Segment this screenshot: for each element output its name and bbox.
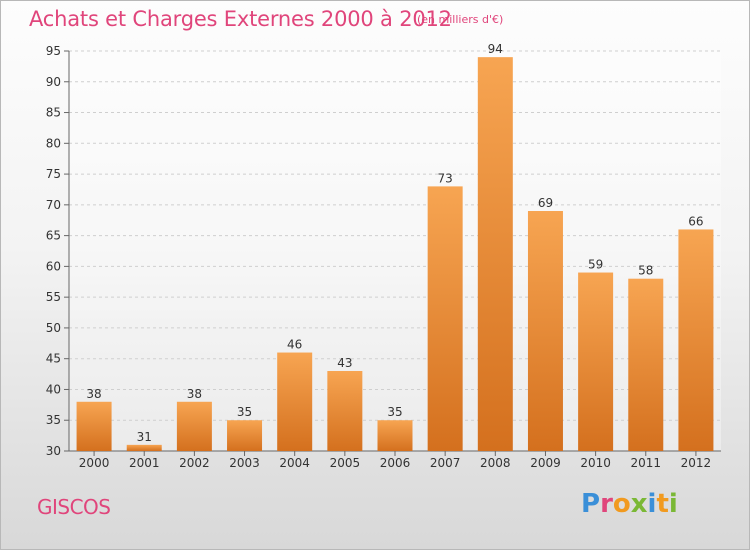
y-tick-label: 85 <box>46 106 61 120</box>
bar-2012 <box>678 229 714 451</box>
plot-area <box>69 51 721 451</box>
proxiti-logo: Proxiti <box>581 489 678 519</box>
y-tick-label: 60 <box>46 259 61 273</box>
y-tick-label: 70 <box>46 198 61 212</box>
y-tick-label: 95 <box>46 44 61 58</box>
y-tick-label: 90 <box>46 75 61 89</box>
x-tick-label-2004: 2004 <box>279 456 310 470</box>
value-label-2007: 73 <box>438 171 453 185</box>
y-tick-label: 40 <box>46 382 61 396</box>
y-tick-label: 30 <box>46 444 61 458</box>
x-tick-label-2002: 2002 <box>179 456 210 470</box>
x-tick-label-2009: 2009 <box>530 456 561 470</box>
value-label-2004: 46 <box>287 338 302 352</box>
bar-2010 <box>578 272 614 451</box>
bar-2008 <box>477 57 513 452</box>
y-tick-label: 65 <box>46 229 61 243</box>
bar-2000 <box>76 401 112 451</box>
logo-letter: o <box>612 489 631 519</box>
y-tick-label: 55 <box>46 290 61 304</box>
value-label-2010: 59 <box>588 258 603 272</box>
value-label-2002: 38 <box>187 387 202 401</box>
logo-letter: i <box>647 489 657 519</box>
bar-2011 <box>628 278 664 451</box>
bar-2009 <box>527 211 563 451</box>
x-tick-label-2012: 2012 <box>681 456 712 470</box>
value-label-2005: 43 <box>337 356 352 370</box>
x-tick-label-2000: 2000 <box>79 456 110 470</box>
logo-letter: i <box>668 489 678 519</box>
chart-subtitle: (en milliers d'€) <box>417 13 504 26</box>
x-tick-label-2008: 2008 <box>480 456 511 470</box>
x-tick-label-2010: 2010 <box>580 456 611 470</box>
x-tick-label-2006: 2006 <box>380 456 411 470</box>
logo-letter: P <box>581 489 601 519</box>
value-label-2009: 69 <box>538 196 553 210</box>
x-tick-label-2011: 2011 <box>630 456 661 470</box>
y-tick-label: 35 <box>46 413 61 427</box>
city-name: GISCOS <box>37 495 111 519</box>
y-tick-label: 50 <box>46 321 61 335</box>
bar-2005 <box>327 371 363 451</box>
x-tick-label-2007: 2007 <box>430 456 461 470</box>
x-tick-label-2003: 2003 <box>229 456 260 470</box>
logo-letter: t <box>656 489 669 519</box>
value-label-2003: 35 <box>237 405 252 419</box>
value-label-2000: 38 <box>86 387 101 401</box>
value-label-2011: 58 <box>638 264 653 278</box>
bar-2006 <box>377 420 413 451</box>
value-label-2001: 31 <box>137 430 152 444</box>
x-tick-label-2005: 2005 <box>330 456 361 470</box>
value-label-2008: 94 <box>488 42 503 56</box>
y-tick-label: 45 <box>46 352 61 366</box>
bar-2003 <box>227 420 263 451</box>
y-tick-label: 80 <box>46 136 61 150</box>
logo-letter: x <box>630 489 648 519</box>
value-label-2012: 66 <box>688 214 703 228</box>
value-label-2006: 35 <box>387 405 402 419</box>
logo-letter: r <box>600 489 613 519</box>
bar-2002 <box>176 401 212 451</box>
x-tick-label-2001: 2001 <box>129 456 160 470</box>
bar-2001 <box>126 444 162 451</box>
bar-2004 <box>277 352 313 451</box>
y-tick-label: 75 <box>46 167 61 181</box>
chart-title: Achats et Charges Externes 2000 à 2012 <box>29 7 452 31</box>
bar-2007 <box>427 186 463 451</box>
